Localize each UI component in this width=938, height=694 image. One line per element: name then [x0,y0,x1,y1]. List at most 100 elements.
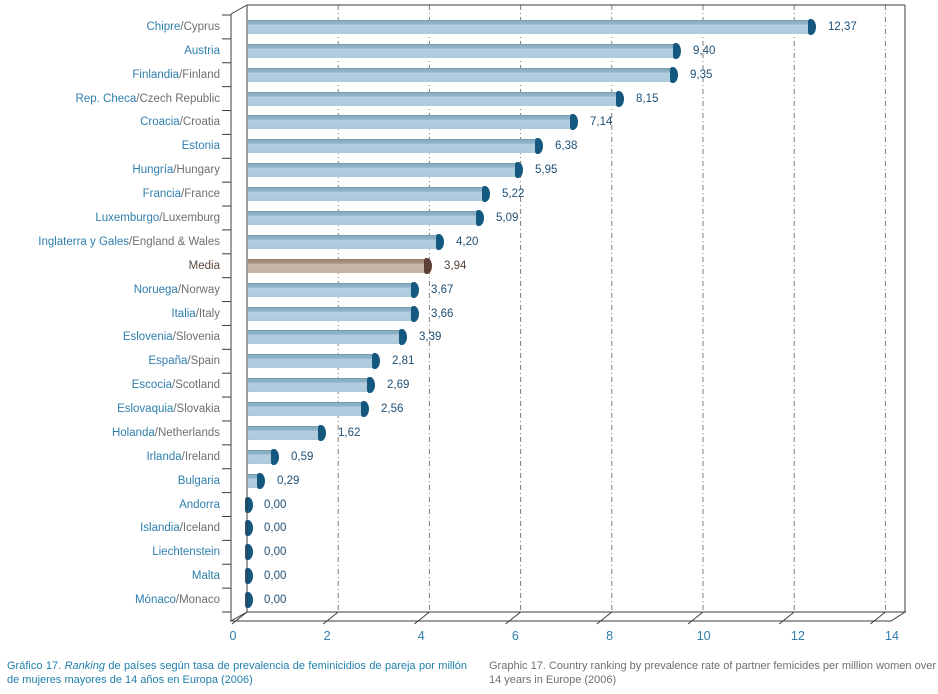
bar-body [248,234,440,249]
bar-end-cap [245,544,253,561]
category-label-es: Finlandia [132,68,180,81]
category-label: Francia/France [4,185,220,203]
category-label: Escocia/Scotland [4,376,220,394]
value-label: 0,00 [264,570,287,583]
category-label-es: Croacia [140,116,180,129]
bar-body [248,378,371,393]
bar-body [248,425,322,440]
category-label-en: /Finland [179,68,220,81]
bar [248,401,369,418]
category-label-en: /Croatia [179,116,220,129]
bar [248,472,265,489]
bar-body [248,187,486,202]
value-label: 8,15 [636,92,659,105]
bar-body [248,402,365,417]
category-label-es: Mónaco [134,594,176,607]
bar [248,281,419,298]
bar [248,329,407,346]
bar-end-cap [424,257,432,274]
value-label: 3,39 [419,331,442,344]
value-label: 0,00 [264,594,287,607]
bar [248,162,523,179]
category-label-en: /Norway [177,283,220,296]
category-label-es: Italia [171,307,196,320]
category-label-es: Escocia [131,379,173,392]
category-label-en: /Slovenia [172,331,220,344]
category-label: Mónaco/Monaco [4,591,220,609]
category-label-en: /Czech Republic [136,92,220,105]
value-label: 5,22 [502,188,525,201]
x-tick-label: 14 [885,629,899,643]
category-label: Croacia/Croatia [4,113,220,131]
caption-spanish: Gráfico 17. Ranking de países según tasa… [7,659,467,687]
bar [245,544,253,561]
value-label: 9,35 [690,68,713,81]
bar-body [248,115,574,130]
bar [245,592,253,609]
value-label: 0,00 [264,522,287,535]
value-label: 4,20 [456,235,479,248]
bar-end-cap [411,305,419,322]
category-label: Irlanda/Ireland [4,448,220,466]
category-label: Holanda/Netherlands [4,424,220,442]
bar [248,209,484,226]
caption-spanish-rest: de países según tasa de prevalencia de f… [7,660,468,686]
bar-end-cap [318,424,326,441]
category-label: Noruega/Norway [4,281,220,299]
x-tick-label: 8 [606,629,614,643]
x-tick-label: 6 [511,629,519,643]
category-label-es: Eslovenia [122,331,173,344]
bar-end-cap [245,568,253,585]
bar-body [248,449,275,464]
bar [245,568,253,585]
category-label-en: /England & Wales [129,235,220,248]
category-label-es: Media [188,259,220,272]
category-label-en: /Ireland [181,450,220,463]
category-label: Chipre/Cyprus [4,18,220,36]
bar [248,305,419,322]
value-label: 0,00 [264,498,287,511]
category-label: Luxemburgo/Luxemburg [4,209,220,227]
value-label: 12,37 [828,20,857,33]
bar-end-cap [245,520,253,537]
value-label: 0,59 [291,450,314,463]
bar [248,138,543,155]
bar-body [248,139,539,154]
category-label-en: /Iceland [179,522,220,535]
bar-end-cap [515,162,523,179]
value-label: 0,29 [277,474,300,487]
category-label-en: /Cyprus [180,20,220,33]
bar [245,496,253,513]
bar-end-cap [245,496,253,513]
bar-end-cap [482,186,490,203]
bar [248,90,624,107]
bar [248,42,681,59]
category-label-es: Eslovaquia [117,403,174,416]
bar-end-cap [476,209,484,226]
bar [248,377,375,394]
bar-end-cap [616,90,624,107]
category-label-en: /Slovakia [173,403,220,416]
category-label-en: /Hungary [173,164,220,177]
category-label: Hungría/Hungary [4,161,220,179]
category-label-en: /Spain [187,355,220,368]
category-label: Eslovenia/Slovenia [4,328,220,346]
bar-body [248,330,403,345]
category-label: Austria [4,42,220,60]
bar-end-cap [670,66,678,83]
value-label: 5,95 [535,164,558,177]
category-label: Bulgaria [4,472,220,490]
bar-end-cap [436,233,444,250]
value-label: 2,69 [387,379,410,392]
value-label: 6,38 [555,140,578,153]
bar [248,353,380,370]
x-tick-label: 10 [696,629,711,643]
bar-end-cap [245,592,253,609]
category-label-en: /Italy [195,307,220,320]
category-label-es: Noruega [133,283,178,296]
bar-body [248,210,480,225]
bar [248,424,326,441]
